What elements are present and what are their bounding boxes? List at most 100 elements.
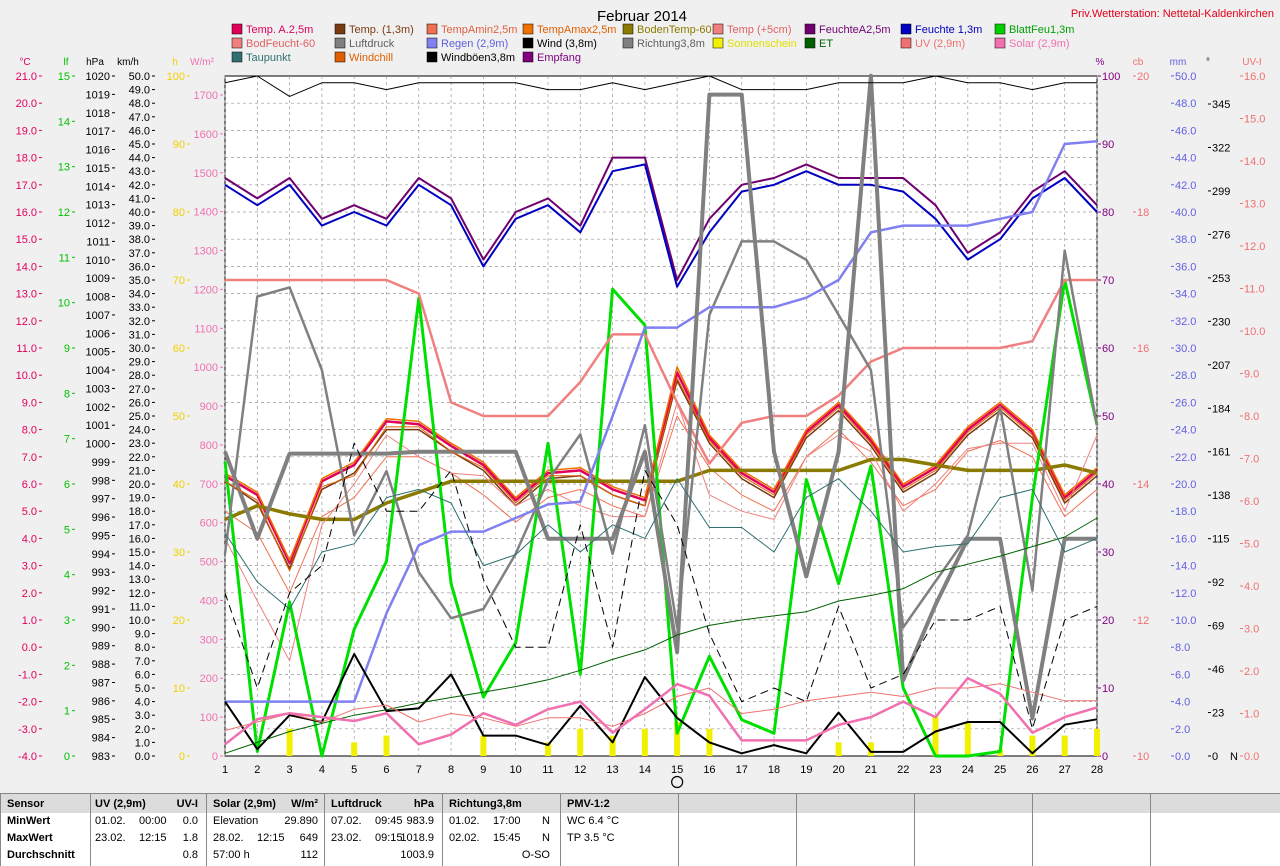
axis-tick-kmh: 40.0 — [129, 207, 150, 219]
legend-label: Solar (2,9m) — [1009, 38, 1070, 50]
axis-tick-lf: 10 — [58, 298, 70, 310]
axis-tick-kmh: 10.0 — [129, 615, 150, 627]
uv-max-time: 12:15 — [139, 832, 167, 844]
axis-tick-lf: 9 — [64, 343, 70, 355]
axis-tick-kmh: 4.0 — [135, 697, 150, 709]
axis-unit-hpa: hPa — [86, 57, 104, 68]
luft-max-date: 23.02. — [331, 832, 362, 844]
sunshine-bar — [351, 742, 358, 756]
axis-tick-mm: 24.0 — [1175, 425, 1196, 437]
table-sensor-col: Sensor MinWert MaxWert Durchschnitt — [0, 794, 90, 866]
hdr-wm2: W/m² — [291, 798, 318, 810]
axis-tick-temp: -3.0 — [18, 724, 37, 736]
axis-tick-hpa: 1005 — [86, 347, 110, 359]
axis-tick-temp: 20.0 — [16, 98, 37, 110]
axis-tick-h: 10 — [173, 683, 185, 695]
axis-tick-hpa: 1013 — [86, 200, 110, 212]
table-uv-col: UV (2,9m) UV-I 01.02. 00:00 0.0 23.02. 1… — [90, 794, 206, 866]
axis-tick-wm2: 300 — [200, 634, 218, 646]
legend-label: BodFeucht-60 — [246, 38, 315, 50]
axis-tick-pct: 70 — [1102, 275, 1114, 287]
legend-swatch — [334, 23, 346, 35]
axis-tick-mm: 28.0 — [1175, 370, 1196, 382]
axis-tick-wm2: 1200 — [194, 284, 218, 296]
axis-tick-deg: 69 — [1212, 621, 1224, 633]
legend-label: Temp. (1,3m) — [349, 24, 414, 36]
axis-tick-mm: 36.0 — [1175, 261, 1196, 273]
axis-tick-h: 60 — [173, 343, 185, 355]
axis-tick-wm2: 800 — [200, 440, 218, 452]
axis-tick-temp: -4.0 — [18, 751, 37, 763]
x-tick-label: 4 — [319, 764, 325, 776]
axis-tick-deg: 253 — [1212, 273, 1230, 285]
axis-tick-mm: 44.0 — [1175, 153, 1196, 165]
series-line — [223, 73, 1097, 721]
station-label: Priv.Wetterstation: Nettetal-Kaldenkirch… — [1071, 8, 1274, 20]
legend-swatch — [522, 51, 534, 63]
table-solar-col: Solar (2,9m) W/m² Elevation 29.890 28.02… — [206, 794, 324, 866]
axis-tick-wm2: 1400 — [194, 207, 218, 219]
axis-tick-hpa: 995 — [92, 530, 110, 542]
x-tick-label: 26 — [1026, 764, 1038, 776]
axis-tick-kmh: 43.0 — [129, 166, 150, 178]
sunshine-bar — [544, 742, 551, 756]
axis-tick-wm2: 100 — [200, 712, 218, 724]
series-line — [224, 75, 1097, 97]
axis-tick-kmh: 34.0 — [129, 289, 150, 301]
axis-tick-temp: 14.0 — [16, 261, 37, 273]
row-label-max: MaxWert — [7, 832, 53, 844]
axis-tick-kmh: 12.0 — [129, 588, 150, 600]
x-axis: 1 2 3 4 5 6 7 8 9 10 11 12 13 14 15 16 17 18 19 20 21 22 23 24 2… — [222, 764, 1103, 789]
axis-tick-hpa: 1016 — [86, 145, 110, 157]
axis-tick-h: 30 — [173, 547, 185, 559]
legend-swatch — [522, 37, 534, 49]
pmv-wc: WC 6.4 °C — [567, 815, 620, 827]
axis-tick-kmh: 3.0 — [135, 710, 150, 722]
legend-label: TempAmax2,5m — [537, 24, 616, 36]
axis-tick-uvi: 15.0 — [1244, 114, 1265, 126]
table-empty-1 — [678, 794, 796, 866]
axis-tick-pct: 20 — [1102, 615, 1114, 627]
axis-tick-wm2: 1500 — [194, 168, 218, 180]
axis-tick-deg: 230 — [1212, 316, 1230, 328]
axis-tick-kmh: 45.0 — [129, 139, 150, 151]
axis-tick-hpa: 1001 — [86, 420, 110, 432]
series-line — [224, 371, 1098, 565]
x-tick-label: 2 — [254, 764, 260, 776]
series-line — [224, 676, 1098, 746]
legend-swatch — [426, 37, 438, 49]
legend: Temp. A.2,5m Temp. (1,3m) TempAmin2,5m Temp… — [231, 23, 1074, 64]
axis-tick-hpa: 1009 — [86, 273, 110, 285]
axis-tick-kmh: 14.0 — [129, 561, 150, 573]
sunshine-bar — [480, 735, 487, 756]
axis-tick-kmh: 33.0 — [129, 302, 150, 314]
axis-tick-wm2: 1700 — [194, 90, 218, 102]
x-tick-label: 22 — [897, 764, 909, 776]
axis-tick-kmh: 16.0 — [129, 533, 150, 545]
axis-tick-deg: 322 — [1212, 142, 1230, 154]
series-line — [224, 163, 1098, 288]
axis-tick-pct: 90 — [1102, 139, 1114, 151]
axis-tick-mm: 18.0 — [1175, 506, 1196, 518]
axis-tick-temp: 19.0 — [16, 125, 37, 137]
chart-marks — [223, 73, 1100, 758]
legend-label: Windchill — [349, 52, 393, 64]
axis-tick-mm: 16.0 — [1175, 533, 1196, 545]
axis-unit-mm: mm — [1170, 57, 1187, 68]
axis-tick-hpa: 985 — [92, 714, 110, 726]
axis-tick-mm: 22.0 — [1175, 452, 1196, 464]
axis-tick-deg: 345 — [1212, 99, 1230, 111]
axis-tick-kmh: 38.0 — [129, 234, 150, 246]
hdr-luft: Luftdruck — [331, 798, 382, 810]
axis-tick-temp: -2.0 — [18, 697, 37, 709]
legend-swatch — [994, 23, 1006, 35]
axis-tick-mm: 32.0 — [1175, 316, 1196, 328]
axis-unit-kmh: km/h — [117, 57, 139, 68]
legend-swatch — [334, 37, 346, 49]
axis-tick-hpa: 986 — [92, 696, 110, 708]
weather-chart: Februar 2014 Priv.Wetterstation: Netteta… — [15, 8, 1274, 789]
axis-tick-hpa: 984 — [92, 733, 110, 745]
axis-tick-kmh: 1.0 — [135, 737, 150, 749]
solar-avg-val: 112 — [300, 849, 318, 861]
axes: °C21.020.019.018.017.016.015.014.013.012… — [16, 57, 1266, 763]
